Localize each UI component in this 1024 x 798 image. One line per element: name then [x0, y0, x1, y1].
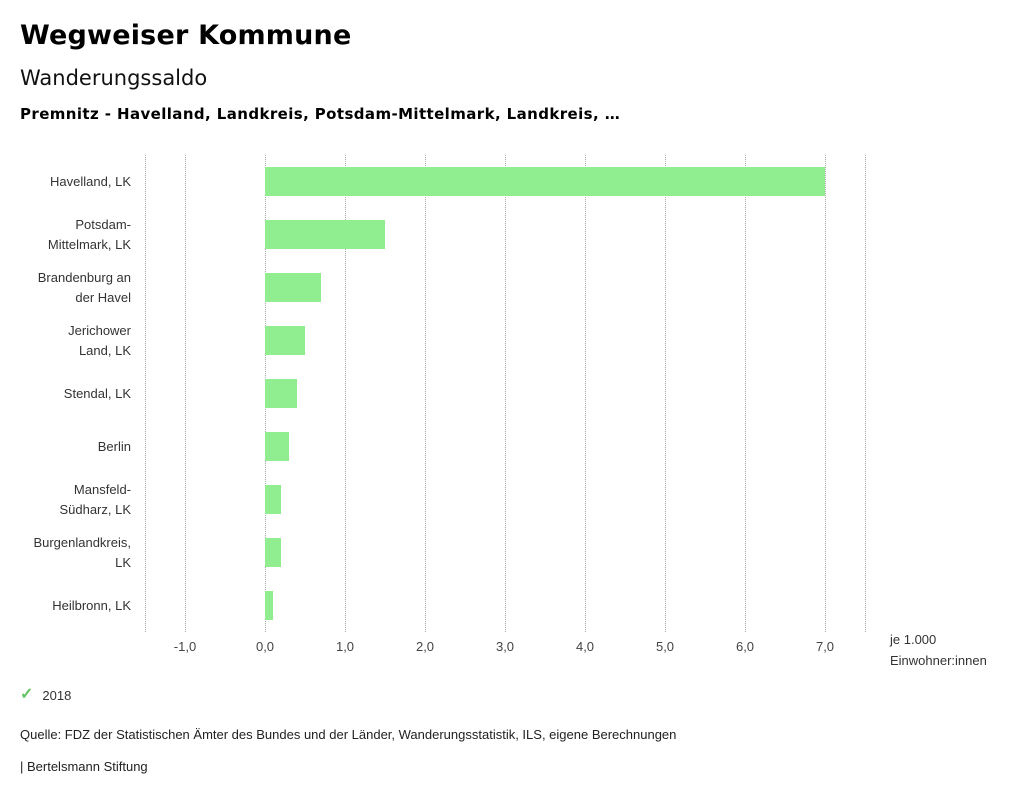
category-label: Stendal, LK [0, 367, 137, 420]
y-axis-labels: Havelland, LK Potsdam- Mittelmark, LK Brand… [0, 155, 137, 632]
category-label-line: Brandenburg an [37, 269, 131, 285]
gridline [865, 155, 866, 632]
category-label: Brandenburg an der Havel [0, 261, 137, 314]
bar-mansfeld-s-dharz-lk[interactable] [265, 485, 281, 514]
x-tick-label: 5,0 [655, 639, 675, 654]
bar-stendal-lk[interactable] [265, 379, 297, 408]
axis-unit-label: je 1.000 Einwohner:innen [890, 629, 987, 671]
x-tick-label: -1,0 [173, 639, 197, 654]
category-label-line: Stendal, LK [63, 385, 131, 401]
category-label-line: LK [115, 554, 131, 570]
bar-havelland-lk[interactable] [265, 167, 825, 196]
bar-heilbronn-lk[interactable] [265, 591, 273, 620]
category-label-line: der Havel [75, 289, 131, 305]
category-label: Heilbronn, LK [0, 579, 137, 632]
x-tick-label: 4,0 [575, 639, 595, 654]
brand-text: | Bertelsmann Stiftung [20, 759, 148, 774]
gridline [145, 155, 146, 632]
chart-selection-subtitle: Premnitz - Havelland, Landkreis, Potsdam… [20, 105, 621, 123]
source-text: Quelle: FDZ der Statistischen Ämter des … [20, 727, 677, 742]
x-tick-label: 1,0 [335, 639, 355, 654]
x-tick-label: 3,0 [495, 639, 515, 654]
x-tick-label: 6,0 [735, 639, 755, 654]
category-label: Mansfeld- Südharz, LK [0, 473, 137, 526]
gridline [825, 155, 826, 632]
gridline [745, 155, 746, 632]
x-tick-label: 7,0 [815, 639, 835, 654]
category-label-line: Jerichower [68, 322, 131, 338]
x-tick-label: 0,0 [255, 639, 275, 654]
gridline [185, 155, 186, 632]
bar-jerichower-land-lk[interactable] [265, 326, 305, 355]
category-label-line: Südharz, LK [59, 501, 131, 517]
x-tick-label: 2,0 [415, 639, 435, 654]
gridline [345, 155, 346, 632]
check-icon: ✓ [20, 686, 34, 703]
gridline [425, 155, 426, 632]
bar-brandenburg-an-der-havel[interactable] [265, 273, 321, 302]
category-label: Berlin [0, 420, 137, 473]
category-label-line: Mansfeld- [73, 481, 131, 497]
category-label-line: Heilbronn, LK [52, 597, 131, 613]
category-label: Potsdam- Mittelmark, LK [0, 208, 137, 261]
bar-burgenlandkreis-lk[interactable] [265, 538, 281, 567]
gridline [505, 155, 506, 632]
category-label-line: Berlin [97, 438, 131, 454]
category-label: Jerichower Land, LK [0, 314, 137, 367]
category-label-line: Mittelmark, LK [47, 236, 131, 252]
bar-berlin[interactable] [265, 432, 289, 461]
gridline [665, 155, 666, 632]
gridline [585, 155, 586, 632]
legend-year-label: 2018 [42, 687, 72, 703]
category-label-line: Havelland, LK [50, 173, 131, 189]
category-label: Havelland, LK [0, 155, 137, 208]
chart-title: Wanderungssaldo [20, 66, 208, 90]
category-label-line: Land, LK [78, 342, 131, 358]
bar-potsdam-mittelmark-lk[interactable] [265, 220, 385, 249]
category-label-line: Potsdam- [75, 216, 131, 232]
plot-area [145, 155, 866, 632]
unit-label-line2: Einwohner:innen [890, 653, 987, 668]
unit-label-line1: je 1.000 [890, 632, 937, 647]
category-label-line: Burgenlandkreis, [33, 534, 131, 550]
page-title: Wegweiser Kommune [20, 20, 352, 51]
x-axis-ticks: -1,0 0,0 1,0 2,0 3,0 4,0 5,0 6,0 7,0 [145, 639, 865, 657]
category-label: Burgenlandkreis, LK [0, 526, 137, 579]
legend-item-2018[interactable]: ✓ 2018 [20, 687, 71, 703]
